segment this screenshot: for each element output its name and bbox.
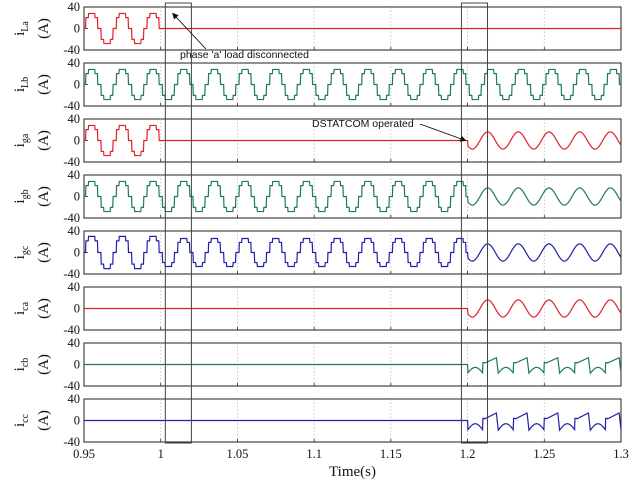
y-tick-label: 40	[68, 392, 81, 406]
y-tick-label: 40	[68, 56, 81, 70]
y-axis-subscript: La	[20, 21, 31, 32]
y-tick-label: -40	[63, 43, 80, 57]
y-axis-unit: (A)	[36, 410, 52, 431]
y-axis-symbol: iga	[12, 133, 31, 147]
y-tick-label: 40	[68, 280, 81, 294]
series-line-lb	[84, 68, 621, 101]
y-tick-label: 40	[68, 0, 81, 14]
series-line-ca	[84, 299, 622, 318]
y-axis-symbol: igb	[12, 189, 31, 203]
y-axis-subscript: gc	[20, 245, 31, 255]
y-tick-label: -40	[63, 155, 80, 169]
panel-gc: 40 0 -40 igc (A)	[12, 224, 622, 281]
x-axis-label: Time(s)	[329, 464, 376, 480]
y-axis-unit: (A)	[36, 354, 52, 375]
annotation-label: phase 'a' load disconnected	[180, 49, 309, 61]
panel-cb: 40 0 -40 icb (A)	[12, 336, 622, 393]
x-tick-label: 1.2	[460, 447, 476, 461]
y-axis-unit: (A)	[36, 18, 52, 39]
y-tick-label: -40	[63, 99, 80, 113]
y-axis-symbol: iLb	[12, 77, 31, 92]
event-window-box	[460, 2, 489, 444]
series-line-gc	[84, 235, 622, 270]
x-tick-label: 0.95	[73, 447, 95, 461]
y-tick-label: -40	[63, 267, 80, 281]
x-tick-label: 1.1	[306, 447, 322, 461]
y-axis-unit: (A)	[36, 186, 52, 207]
panel-lb: 40 0 -40 iLb (A)	[12, 56, 622, 113]
x-axis: 0.95 1 1.05 1.1 1.15 1.2 1.25 1.3 Time(s)	[73, 447, 629, 480]
y-axis-unit: (A)	[36, 298, 52, 319]
y-tick-label: 0	[74, 302, 80, 316]
annotation-arrow	[172, 12, 207, 50]
plot-frame	[83, 174, 622, 219]
y-tick-label: 40	[68, 168, 81, 182]
series-line-gb	[84, 180, 622, 213]
panel-ga: 40 0 -40 iga (A)	[12, 112, 622, 169]
x-tick-label: 1	[158, 447, 164, 461]
y-axis-symbol: ica	[12, 301, 31, 315]
y-axis-subscript: cb	[20, 358, 31, 367]
y-axis-subscript: Lb	[20, 77, 31, 88]
y-axis-symbol: iLa	[12, 21, 31, 36]
panel-cc: 40 0 -40 icc (A)	[12, 392, 622, 449]
y-tick-label: 40	[68, 336, 81, 350]
y-axis-subscript: gb	[20, 189, 31, 199]
y-tick-label: 0	[74, 22, 80, 36]
annotation-arrow	[419, 123, 467, 142]
panel-la: 40 0 -40 iLa (A)	[12, 0, 622, 57]
y-axis-symbol: icb	[12, 358, 31, 372]
y-tick-label: -40	[63, 435, 80, 449]
series-line-cc	[84, 412, 622, 432]
y-tick-label: 0	[74, 246, 80, 260]
x-tick-label: 1.3	[613, 447, 629, 461]
panel-ca: 40 0 -40 ica (A)	[12, 280, 622, 337]
panel-gb: 40 0 -40 igb (A)	[12, 168, 622, 225]
y-tick-label: -40	[63, 323, 80, 337]
y-tick-label: -40	[63, 211, 80, 225]
y-axis-subscript: ca	[20, 301, 31, 310]
y-tick-label: 0	[74, 78, 80, 92]
y-axis-subscript: ga	[20, 133, 31, 143]
overlay-layer: phase 'a' load disconnected DSTATCOM oper…	[164, 2, 489, 444]
y-tick-label: 0	[74, 134, 80, 148]
y-tick-label: 40	[68, 224, 81, 238]
y-axis-unit: (A)	[36, 242, 52, 263]
annotation-label: DSTATCOM operated	[312, 118, 414, 130]
y-axis-symbol: igc	[12, 245, 31, 259]
y-tick-label: 0	[74, 414, 80, 428]
series-line-la	[84, 12, 621, 45]
y-axis-symbol: icc	[12, 413, 31, 427]
y-tick-label: 0	[74, 358, 80, 372]
event-window-box	[164, 2, 192, 444]
x-tick-label: 1.15	[380, 447, 402, 461]
y-axis-unit: (A)	[36, 74, 52, 95]
y-axis-subscript: cc	[20, 413, 31, 422]
x-tick-label: 1.25	[533, 447, 555, 461]
y-tick-label: 40	[68, 112, 81, 126]
series-line-cb	[84, 356, 622, 375]
y-axis-unit: (A)	[36, 130, 52, 151]
series-line-ga	[84, 124, 622, 157]
plot-frame	[83, 62, 622, 107]
panels-layer: 40 0 -40 iLa (A) 40 0 -40 iLb (A) 40 0 -40 iga (A) 40 0 -…	[12, 0, 622, 449]
plot-frame	[83, 230, 622, 275]
y-tick-label: 0	[74, 190, 80, 204]
y-tick-label: -40	[63, 379, 80, 393]
x-tick-label: 1.05	[226, 447, 248, 461]
